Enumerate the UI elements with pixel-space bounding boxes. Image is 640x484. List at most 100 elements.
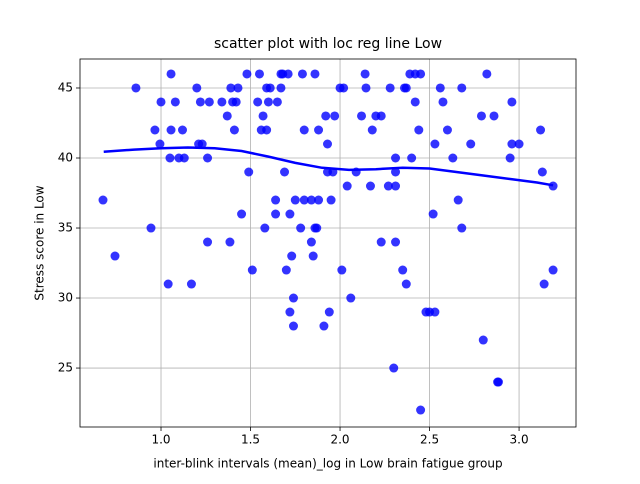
scatter-point	[428, 209, 438, 219]
scatter-point	[323, 139, 333, 149]
scatter-point	[383, 181, 393, 191]
scatter-point	[195, 97, 205, 107]
scatter-point	[299, 195, 309, 205]
scatter-point	[265, 83, 275, 93]
scatter-point	[478, 335, 488, 345]
scatter-point	[314, 195, 324, 205]
x-tick-label: 3.0	[510, 433, 529, 447]
x-tick-label: 1.0	[151, 433, 170, 447]
scatter-point	[254, 69, 264, 79]
scatter-point	[258, 111, 268, 121]
scatter-point	[150, 125, 160, 135]
scatter-point	[297, 69, 307, 79]
scatter-point	[448, 153, 458, 163]
y-axis-label: Stress score in Low	[33, 185, 47, 300]
scatter-point	[290, 195, 300, 205]
y-tick-label: 30	[58, 291, 73, 305]
scatter-point	[312, 223, 322, 233]
scatter-point	[276, 83, 286, 93]
scatter-point	[442, 125, 452, 135]
scatter-point	[391, 167, 401, 177]
y-tick-label: 45	[58, 80, 73, 94]
scatter-point	[110, 251, 120, 261]
scatter-point	[310, 69, 320, 79]
scatter-point	[376, 237, 386, 247]
scatter-point	[416, 69, 426, 79]
scatter-point	[288, 321, 298, 331]
scatter-point	[493, 377, 503, 387]
scatter-point	[536, 125, 546, 135]
scatter-point	[326, 195, 336, 205]
scatter-point	[330, 111, 340, 121]
scatter-point	[438, 97, 448, 107]
scatter-point	[306, 195, 316, 205]
scatter-point	[170, 97, 180, 107]
scatter-point	[376, 111, 386, 121]
scatter-point	[391, 181, 401, 191]
scatter-point	[457, 83, 467, 93]
x-tick-label: 1.5	[241, 433, 260, 447]
scatter-point	[146, 223, 156, 233]
chart-title: scatter plot with loc reg line Low	[214, 36, 442, 52]
scatter-point	[466, 139, 476, 149]
scatter-point	[407, 153, 417, 163]
scatter-point	[222, 111, 232, 121]
scatter-point	[337, 265, 347, 275]
scatter-point	[203, 153, 213, 163]
scatter-point	[361, 83, 371, 93]
scatter-point	[365, 181, 375, 191]
y-tick-label: 35	[58, 221, 73, 235]
scatter-point	[539, 279, 549, 289]
scatter-point	[457, 223, 467, 233]
scatter-point	[244, 167, 254, 177]
scatter-point	[155, 139, 165, 149]
scatter-point	[231, 97, 241, 107]
scatter-point	[401, 279, 411, 289]
scatter-point	[505, 153, 515, 163]
scatter-point	[285, 307, 295, 317]
scatter-point	[482, 69, 492, 79]
scatter-point	[281, 265, 291, 275]
scatter-point	[537, 167, 547, 177]
scatter-point	[357, 111, 367, 121]
scatter-point	[262, 125, 272, 135]
scatter-point	[314, 125, 324, 135]
scatter-point	[321, 111, 331, 121]
plot-frame	[79, 58, 577, 428]
scatter-point	[476, 111, 486, 121]
x-tick-label: 2.5	[420, 433, 439, 447]
scatter-point	[242, 69, 252, 79]
scatter-point	[203, 237, 213, 247]
scatter-point	[263, 97, 273, 107]
scatter-point	[237, 209, 247, 219]
scatter-point	[192, 83, 202, 93]
scatter-point	[280, 167, 290, 177]
scatter-point	[217, 97, 227, 107]
scatter-point	[410, 97, 420, 107]
scatter-point	[514, 139, 524, 149]
scatter-point	[225, 237, 235, 247]
scatter-point	[367, 125, 377, 135]
scatter-point	[391, 237, 401, 247]
scatter-point	[453, 195, 463, 205]
scatter-point	[296, 223, 306, 233]
scatter-point	[507, 97, 517, 107]
scatter-point	[389, 363, 399, 373]
y-tick-label: 40	[58, 151, 73, 165]
scatter-point	[391, 153, 401, 163]
scatter-point	[197, 139, 207, 149]
scatter-point	[229, 125, 239, 135]
scatter-point	[177, 125, 187, 135]
scatter-point	[346, 293, 356, 303]
scatter-point	[271, 195, 281, 205]
scatter-point	[435, 83, 445, 93]
x-axis-label: inter-blink intervals (mean)_log in Low …	[153, 457, 502, 471]
scatter-point	[288, 293, 298, 303]
scatter-point	[285, 209, 295, 219]
scatter-point	[179, 153, 189, 163]
scatter-point	[319, 321, 329, 331]
scatter-point	[430, 139, 440, 149]
scatter-point	[324, 307, 334, 317]
